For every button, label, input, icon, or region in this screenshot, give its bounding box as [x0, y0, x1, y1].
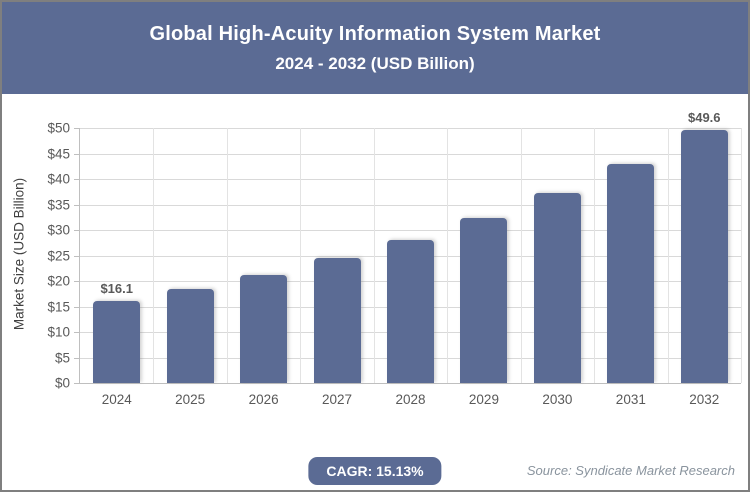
y-tick-mark: [74, 128, 79, 129]
chart-header: Global High-Acuity Information System Ma…: [2, 2, 748, 94]
bar-2028: [387, 239, 434, 383]
y-tick-mark: [74, 204, 79, 206]
chart-region: Market Size (USD Billion) 2024 2025 2026 20…: [2, 94, 748, 454]
gridline-vertical: [447, 128, 449, 383]
bar-2031: [607, 163, 655, 383]
x-tick-label-2029: 2029: [468, 392, 499, 407]
bar-2027: [313, 258, 361, 383]
y-tick-mark: [74, 383, 79, 384]
y-tick-mark: [74, 255, 79, 257]
y-tick-label: $35: [47, 197, 70, 212]
bar-2024: [93, 300, 141, 383]
y-tick-label: $5: [54, 350, 70, 365]
gridline-vertical: [226, 128, 228, 383]
gridline-vertical: [741, 128, 742, 383]
y-tick-mark: [74, 230, 79, 231]
x-tick-label-2026: 2026: [248, 392, 279, 407]
y-tick-mark: [74, 357, 79, 359]
y-tick-label: $10: [47, 324, 70, 340]
chart-title: Global High-Acuity Information System Ma…: [149, 22, 601, 45]
gridline-horizontal: [80, 204, 741, 206]
bar-2030: [533, 192, 581, 383]
gridline-vertical: [153, 128, 155, 383]
gridline-vertical: [373, 128, 375, 383]
y-tick-mark: [74, 281, 79, 282]
data-label-2024: $16.1: [100, 280, 133, 296]
x-tick-label-2027: 2027: [322, 392, 353, 407]
gridline-vertical: [300, 128, 302, 383]
bar-2032: [680, 130, 728, 383]
plot-area: 2024 2025 2026 2027 2028 2029 2030 2031 2032 $16.…: [79, 110, 742, 407]
y-tick-label: $25: [47, 248, 70, 263]
y-tick-mark: [74, 306, 79, 308]
bar-2029: [460, 217, 508, 383]
x-tick-label-2030: 2030: [542, 392, 573, 407]
gridline-vertical: [667, 128, 669, 383]
gridline-horizontal: [80, 153, 741, 155]
y-tick-mark: [74, 332, 79, 333]
source-attribution: Source: Syndicate Market Research: [526, 463, 735, 478]
x-tick-label-2031: 2031: [615, 392, 646, 407]
data-label-2032: $49.6: [687, 110, 721, 126]
bar-2025: [166, 289, 214, 383]
gridline-vertical: [594, 128, 596, 383]
y-tick-label: $30: [47, 222, 70, 238]
chart-subtitle: 2024 - 2032 (USD Billion): [275, 53, 475, 73]
y-tick-label: $45: [47, 146, 70, 161]
bar-2026: [240, 274, 288, 383]
x-tick-label-2025: 2025: [175, 392, 206, 407]
x-tick-label-2028: 2028: [395, 392, 426, 407]
gridline-vertical: [520, 128, 522, 383]
cagr-badge: CAGR: 15.13%: [308, 457, 442, 485]
x-tick-label-2024: 2024: [101, 392, 132, 407]
y-tick-label: $50: [47, 120, 70, 136]
y-tick-label: $15: [47, 299, 70, 314]
gridline-horizontal: [80, 179, 741, 180]
y-tick-label: $20: [47, 273, 70, 289]
gridline-horizontal: [80, 128, 741, 129]
y-tick-mark: [74, 179, 79, 180]
y-tick-label: $0: [54, 375, 70, 391]
x-tick-label-2032: 2032: [689, 392, 720, 407]
y-tick-mark: [74, 153, 79, 155]
y-tick-label: $40: [47, 171, 70, 187]
gridline-horizontal: [80, 230, 741, 231]
